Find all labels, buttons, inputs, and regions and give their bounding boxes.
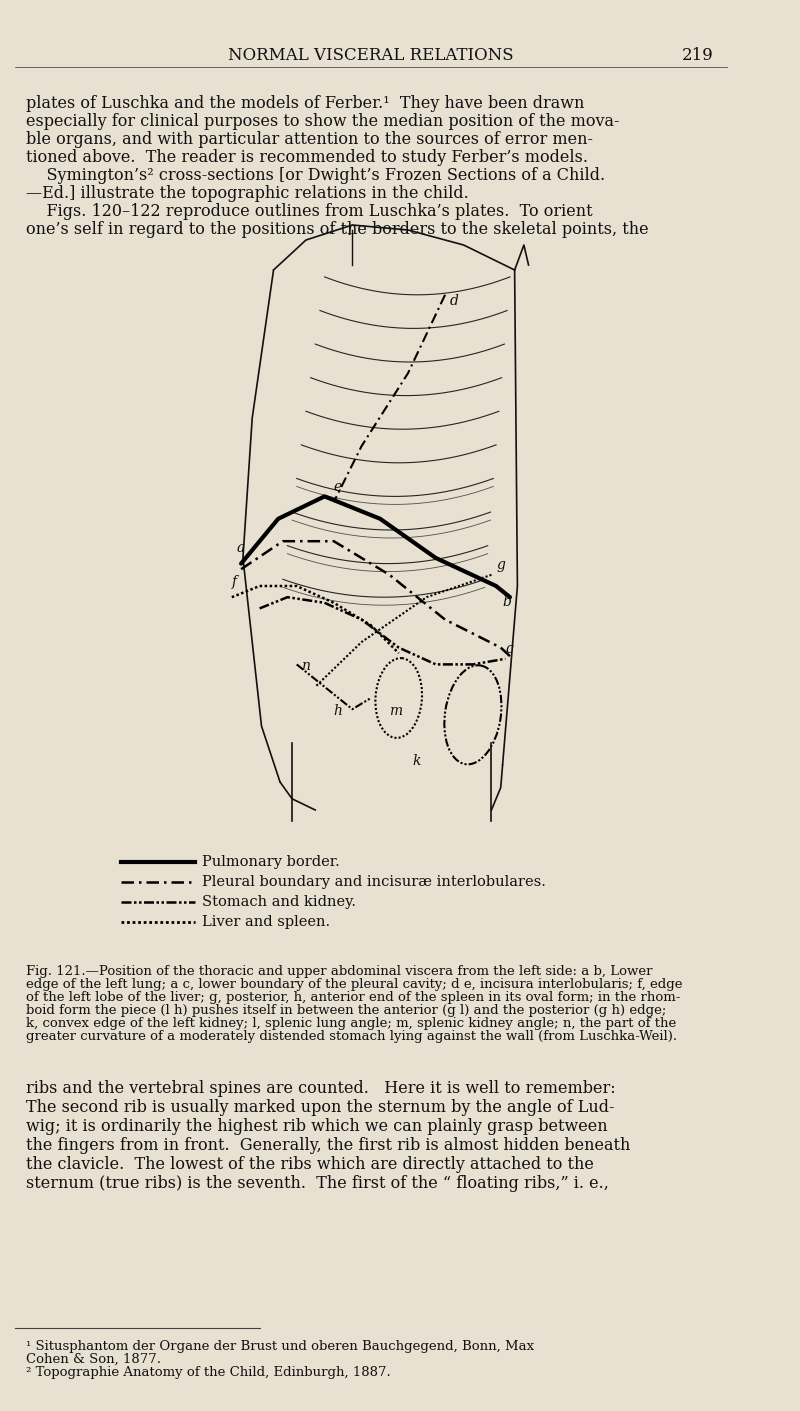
- Text: Figs. 120–122 reproduce outlines from Luschka’s plates.  To orient: Figs. 120–122 reproduce outlines from Lu…: [26, 203, 593, 220]
- Text: especially for clinical purposes to show the median position of the mova-: especially for clinical purposes to show…: [26, 113, 619, 130]
- Text: ribs and the vertebral spines are counted.   Here it is well to remember:: ribs and the vertebral spines are counte…: [26, 1079, 615, 1096]
- Text: g: g: [496, 559, 505, 573]
- Text: l: l: [348, 224, 352, 238]
- Text: edge of the left lung; a c, lower boundary of the pleural cavity; d e, incisura : edge of the left lung; a c, lower bounda…: [26, 978, 682, 991]
- Text: one’s self in regard to the positions of the borders to the skeletal points, the: one’s self in regard to the positions of…: [26, 222, 649, 238]
- Text: NORMAL VISCERAL RELATIONS: NORMAL VISCERAL RELATIONS: [228, 47, 514, 63]
- Text: c: c: [506, 642, 513, 656]
- Text: k: k: [413, 755, 421, 768]
- Text: ² Topographie Anatomy of the Child, Edinburgh, 1887.: ² Topographie Anatomy of the Child, Edin…: [26, 1366, 390, 1379]
- Text: ble organs, and with particular attention to the sources of error men-: ble organs, and with particular attentio…: [26, 131, 593, 148]
- Text: Liver and spleen.: Liver and spleen.: [202, 914, 330, 928]
- Text: wig; it is ordinarily the highest rib which we can plainly grasp between: wig; it is ordinarily the highest rib wh…: [26, 1118, 607, 1134]
- Text: ¹ Situsphantom der Organe der Brust und oberen Bauchgegend, Bonn, Max: ¹ Situsphantom der Organe der Brust und …: [26, 1340, 534, 1353]
- Text: boid form the piece (l h) pushes itself in between the anterior (g l) and the po: boid form the piece (l h) pushes itself …: [26, 1005, 666, 1017]
- Text: n: n: [302, 659, 310, 673]
- Text: m: m: [390, 704, 402, 718]
- Text: b: b: [502, 594, 511, 608]
- Text: Pulmonary border.: Pulmonary border.: [202, 855, 340, 869]
- Text: h: h: [334, 704, 342, 718]
- Text: Fig. 121.—Position of the thoracic and upper abdominal viscera from the left sid: Fig. 121.—Position of the thoracic and u…: [26, 965, 653, 978]
- Text: d: d: [450, 293, 458, 308]
- Text: Stomach and kidney.: Stomach and kidney.: [202, 895, 356, 909]
- Text: tioned above.  The reader is recommended to study Ferber’s models.: tioned above. The reader is recommended …: [26, 150, 588, 166]
- Text: f: f: [232, 576, 237, 588]
- Text: k, convex edge of the left kidney; l, splenic lung angle; m, splenic kidney angl: k, convex edge of the left kidney; l, sp…: [26, 1017, 676, 1030]
- Text: Pleural boundary and incisuræ interlobulares.: Pleural boundary and incisuræ interlobul…: [202, 875, 546, 889]
- Text: of the left lobe of the liver; g, posterior, h, anterior end of the spleen in it: of the left lobe of the liver; g, poster…: [26, 991, 680, 1005]
- Text: The second rib is usually marked upon the sternum by the angle of Lud-: The second rib is usually marked upon th…: [26, 1099, 614, 1116]
- Text: e: e: [334, 480, 342, 494]
- Text: the fingers from in front.  Generally, the first rib is almost hidden beneath: the fingers from in front. Generally, th…: [26, 1137, 630, 1154]
- Text: Symington’s² cross-sections [or Dwight’s Frozen Sections of a Child.: Symington’s² cross-sections [or Dwight’s…: [26, 166, 605, 183]
- Text: 219: 219: [682, 47, 714, 63]
- Text: sternum (true ribs) is the seventh.  The first of the “ floating ribs,” i. e.,: sternum (true ribs) is the seventh. The …: [26, 1175, 609, 1192]
- Text: —Ed.] illustrate the topographic relations in the child.: —Ed.] illustrate the topographic relatio…: [26, 185, 469, 202]
- Text: greater curvature of a moderately distended stomach lying against the wall (from: greater curvature of a moderately disten…: [26, 1030, 677, 1043]
- Text: Cohen & Son, 1877.: Cohen & Son, 1877.: [26, 1353, 161, 1366]
- Text: plates of Luschka and the models of Ferber.¹  They have been drawn: plates of Luschka and the models of Ferb…: [26, 95, 584, 111]
- Text: the clavicle.  The lowest of the ribs which are directly attached to the: the clavicle. The lowest of the ribs whi…: [26, 1156, 594, 1173]
- Text: a: a: [237, 542, 245, 556]
